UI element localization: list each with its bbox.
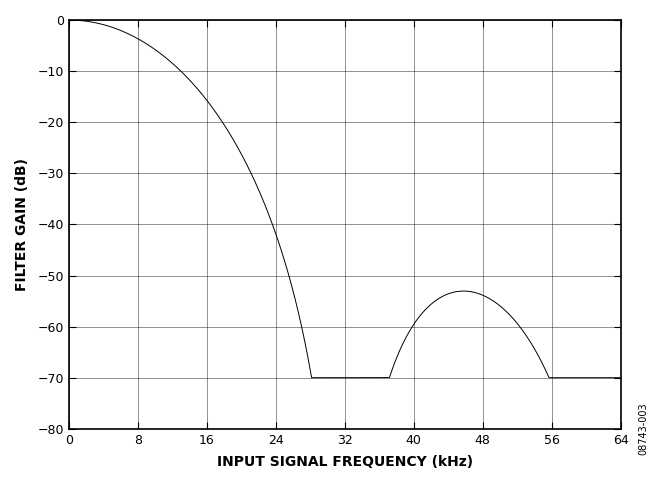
Y-axis label: FILTER GAIN (dB): FILTER GAIN (dB) [15,158,29,291]
Text: 08743-003: 08743-003 [638,402,648,455]
X-axis label: INPUT SIGNAL FREQUENCY (kHz): INPUT SIGNAL FREQUENCY (kHz) [217,455,473,469]
